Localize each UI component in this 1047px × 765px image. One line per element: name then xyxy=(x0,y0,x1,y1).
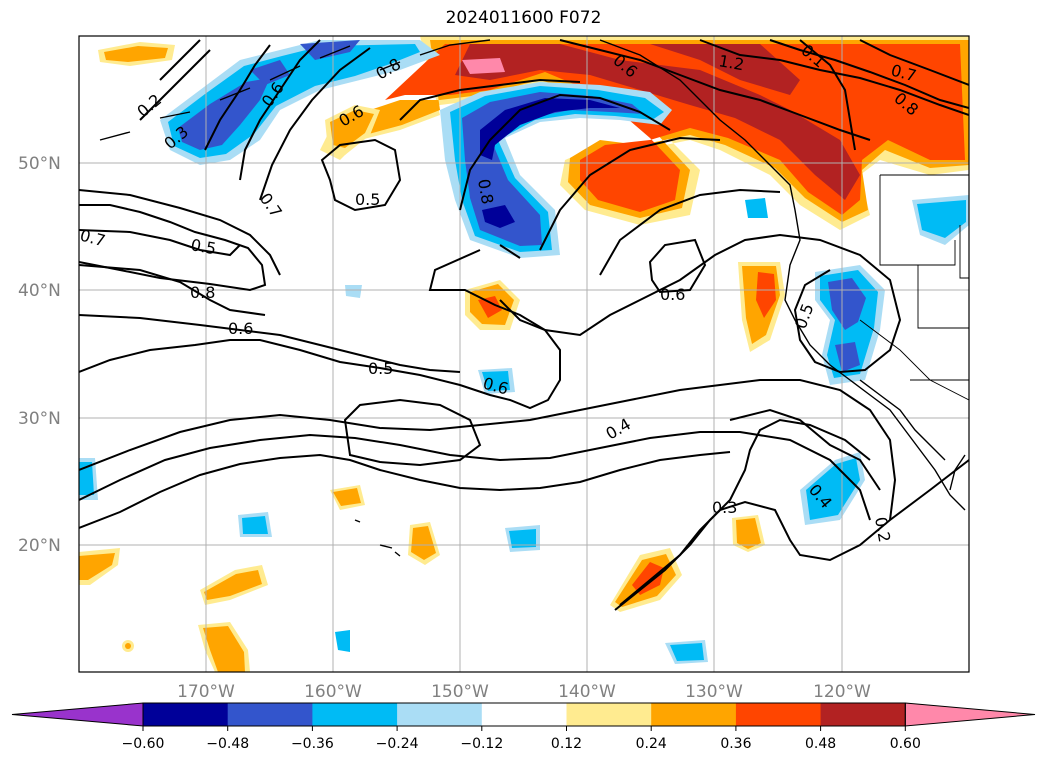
colorbar-tick-label: −0.60 xyxy=(122,736,165,752)
contour-label: 0.6 xyxy=(228,319,253,338)
lon-label: 130°W xyxy=(685,682,743,702)
colorbar-tick-label: −0.48 xyxy=(206,736,249,752)
contour-lines xyxy=(79,39,969,611)
colorbar-swatch xyxy=(820,703,906,726)
filled-anomaly-layer xyxy=(79,36,969,672)
north-america-coastline xyxy=(599,39,966,511)
colorbar-swatch xyxy=(312,703,398,726)
latitude-labels: 50°N 40°N 30°N 20°N xyxy=(18,154,61,556)
contour-label-group: 0.2 0.3 0.6 0.7 0.5 0.8 0.6 0.6 0.8 0.5 … xyxy=(78,41,922,544)
borders xyxy=(859,174,969,401)
colorbar-outline xyxy=(142,702,906,727)
colorbar-tick-label: 0.12 xyxy=(551,736,582,752)
lat-label: 50°N xyxy=(18,154,61,174)
contour-label: 0.8 xyxy=(474,177,497,205)
colorbar-tick-label: 0.48 xyxy=(805,736,836,752)
contour-label: 0.8 xyxy=(190,283,215,302)
lon-label: 140°W xyxy=(558,682,616,702)
contour-label: 0.5 xyxy=(355,190,380,209)
contour-label: 0.2 xyxy=(871,515,894,543)
colorbar-swatch xyxy=(566,703,652,726)
lat-label: 40°N xyxy=(18,281,61,301)
contour-label: 0.6 xyxy=(660,285,685,304)
lon-label: 170°W xyxy=(177,682,235,702)
colorbar-swatch xyxy=(227,703,313,726)
colorbar-swatch xyxy=(397,703,483,726)
coastlines xyxy=(99,39,966,557)
colorbar-tick-label: 0.24 xyxy=(636,736,667,752)
colorbar-swatch xyxy=(481,703,567,726)
colorbar-tick-label: −0.12 xyxy=(460,736,503,752)
colorbar-extend-low xyxy=(11,702,144,727)
longitude-labels: 170°W 160°W 150°W 140°W 130°W 120°W xyxy=(177,682,871,702)
colorbar-swatch xyxy=(735,703,822,726)
colorbar-extend-high xyxy=(904,702,1036,727)
map-title: 2024011600 F072 xyxy=(445,8,602,28)
contour-label: 1.2 xyxy=(717,51,745,74)
colorbar-tick-label: 0.60 xyxy=(890,736,921,752)
colorbar-tick-label: 0.36 xyxy=(720,736,751,752)
lon-label: 120°W xyxy=(813,682,871,702)
lat-label: 30°N xyxy=(18,409,61,429)
contour-label: 0.5 xyxy=(189,235,217,258)
graticule xyxy=(79,36,969,672)
lat-label: 20°N xyxy=(18,536,61,556)
map-frame xyxy=(78,35,970,673)
contour-label: 0.3 xyxy=(712,498,737,517)
colorbar-tick-label: −0.36 xyxy=(291,736,334,752)
contour-label: 0.5 xyxy=(368,359,393,378)
colorbar-tick-label: −0.24 xyxy=(376,736,419,752)
lon-label: 160°W xyxy=(304,682,362,702)
colorbar-swatch xyxy=(651,703,737,726)
lon-label: 150°W xyxy=(431,682,489,702)
colorbar-swatch xyxy=(143,703,229,726)
colorbar: −0.60 −0.48 −0.36 −0.24 −0.12 0.12 0.24 0.36 0.4… xyxy=(11,702,1036,752)
